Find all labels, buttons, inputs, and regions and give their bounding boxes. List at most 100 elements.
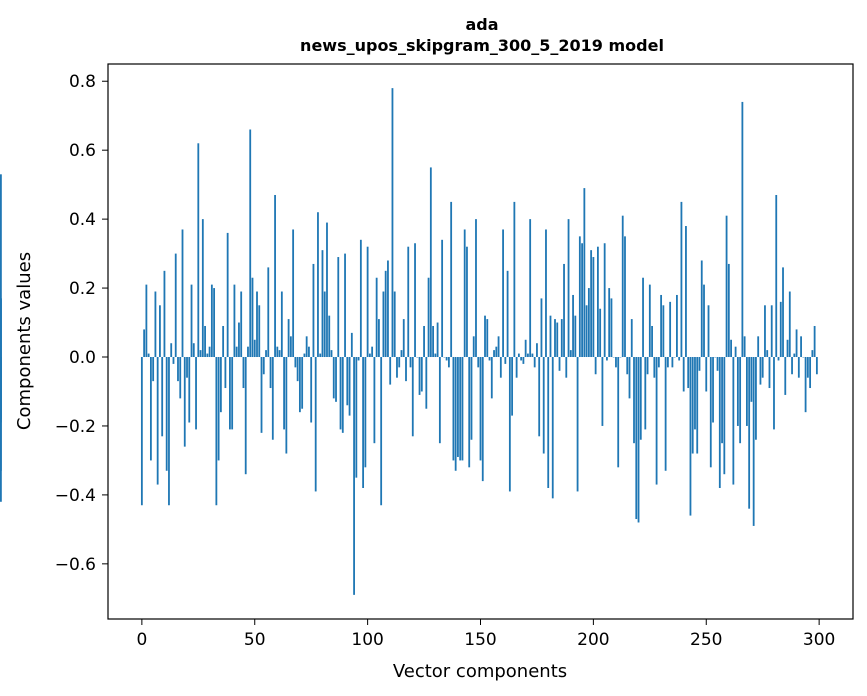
bar — [163, 270, 166, 358]
bar — [301, 357, 304, 409]
bar — [515, 357, 518, 378]
bar — [409, 357, 412, 368]
bar — [696, 357, 699, 454]
bar — [274, 194, 276, 358]
bar — [317, 212, 319, 358]
bar — [806, 357, 809, 378]
bar — [655, 357, 658, 485]
bar — [265, 350, 267, 358]
bar — [380, 357, 383, 506]
x-tick-label: 0 — [136, 630, 147, 650]
bar — [165, 357, 168, 471]
bar — [574, 315, 577, 358]
bar — [235, 346, 238, 358]
x-tick-label: 250 — [690, 630, 722, 650]
bar — [563, 263, 565, 358]
y-tick-label: −0.4 — [55, 486, 96, 506]
bar — [463, 229, 466, 358]
bar — [229, 357, 231, 430]
bar — [499, 357, 502, 378]
bar — [149, 357, 152, 461]
bar — [664, 357, 667, 471]
bar — [721, 357, 723, 444]
bar — [653, 357, 656, 378]
bar — [174, 253, 177, 358]
x-axis-label: Vector components — [393, 661, 567, 682]
bar — [637, 357, 640, 523]
bar — [427, 277, 430, 358]
bar — [723, 357, 726, 475]
bar — [682, 357, 685, 392]
bar — [418, 357, 421, 395]
bar — [768, 357, 771, 389]
bar — [596, 246, 599, 358]
bar — [247, 346, 249, 358]
bar — [0, 357, 2, 471]
bar — [660, 294, 663, 358]
bar — [784, 357, 787, 395]
chart-title: ada — [465, 15, 498, 34]
bar — [208, 346, 211, 358]
bar — [145, 284, 148, 358]
bar — [782, 267, 784, 358]
bar — [438, 357, 441, 444]
y-tick-label: 0.8 — [69, 72, 96, 92]
bar — [154, 291, 157, 358]
bar — [651, 325, 653, 358]
bar — [648, 284, 651, 358]
bar — [161, 357, 164, 437]
bar — [766, 350, 769, 358]
bar — [303, 353, 306, 358]
bar — [454, 357, 457, 471]
bar — [606, 357, 608, 361]
bar — [583, 188, 586, 358]
bar — [199, 350, 202, 358]
bar — [420, 357, 423, 392]
bar — [486, 319, 489, 358]
bar — [567, 219, 570, 358]
bar — [362, 357, 365, 488]
bar — [791, 357, 793, 375]
bar — [576, 357, 579, 492]
bar — [183, 357, 186, 447]
bar — [705, 357, 708, 392]
bar — [689, 357, 692, 516]
bar — [560, 319, 563, 358]
bar — [547, 357, 550, 488]
bar — [811, 350, 814, 358]
bar — [152, 357, 155, 382]
bar — [186, 357, 188, 378]
y-tick-label: 0.6 — [69, 141, 96, 161]
bar — [700, 260, 703, 358]
bar — [743, 336, 746, 358]
bar — [685, 226, 687, 358]
bar — [524, 339, 527, 358]
bar — [294, 357, 297, 368]
y-tick-label: 0.0 — [69, 348, 96, 368]
bar — [238, 322, 240, 358]
bar — [389, 357, 392, 385]
bar — [285, 357, 288, 454]
bar — [615, 357, 617, 368]
bar — [777, 357, 780, 361]
bar — [177, 357, 179, 382]
bar — [258, 305, 261, 358]
bar — [260, 357, 263, 433]
bar — [441, 239, 444, 358]
bar — [213, 288, 216, 358]
bar — [226, 232, 229, 358]
bar — [624, 236, 626, 358]
bar — [662, 305, 665, 358]
bar — [375, 277, 378, 358]
bar — [506, 270, 509, 358]
bar — [739, 357, 742, 444]
bar — [513, 201, 516, 358]
bar — [475, 219, 477, 358]
bar — [764, 305, 766, 358]
bar — [368, 353, 371, 358]
bar — [678, 357, 681, 361]
bar — [793, 353, 796, 358]
bar — [712, 357, 714, 423]
bar — [204, 325, 206, 358]
bar — [305, 336, 308, 358]
